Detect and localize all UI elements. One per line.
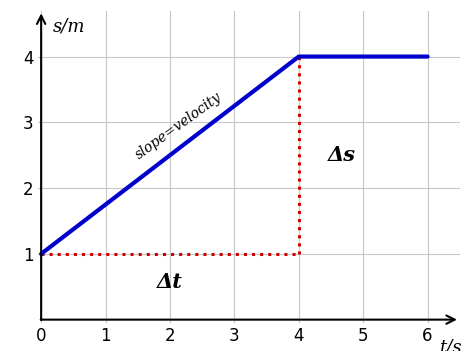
Text: Δt: Δt <box>157 272 183 292</box>
Text: t/s: t/s <box>439 338 461 351</box>
Text: slope=velocity: slope=velocity <box>133 90 225 162</box>
Text: Δs: Δs <box>328 145 356 165</box>
Text: s/m: s/m <box>53 17 85 35</box>
